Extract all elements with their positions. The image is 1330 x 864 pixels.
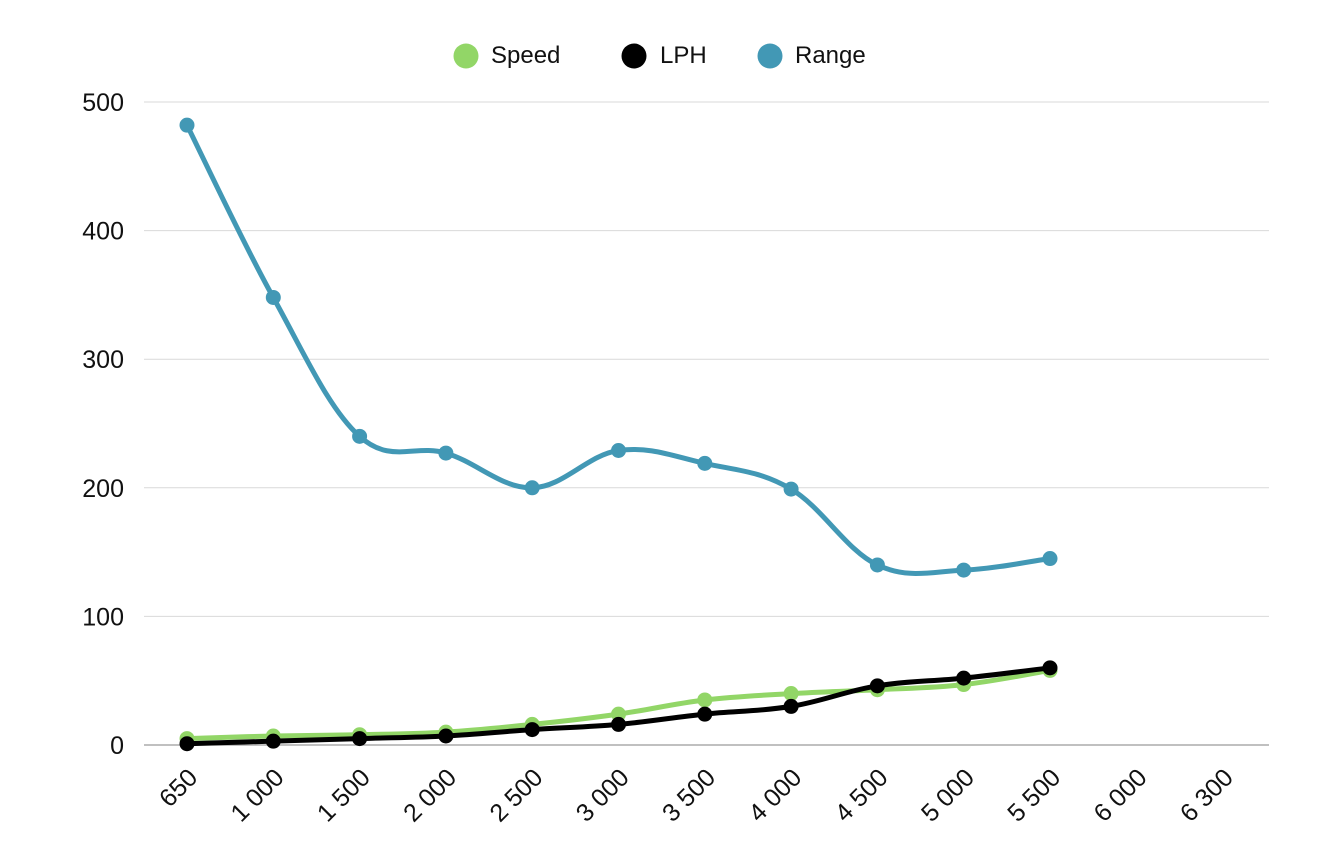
x-tick-label: 5 500	[1002, 763, 1066, 827]
x-tick-label: 650	[154, 763, 203, 812]
x-tick-label: 4 500	[830, 763, 894, 827]
x-tick-label: 2 500	[484, 763, 548, 827]
data-point-lph	[869, 678, 885, 694]
data-point-range	[265, 289, 281, 305]
data-point-lph	[524, 722, 540, 738]
x-tick-label: 3 500	[657, 763, 721, 827]
legend-marker	[453, 43, 479, 69]
x-tick-label: 2 000	[398, 763, 462, 827]
data-point-lph	[438, 728, 454, 744]
series-range	[179, 117, 1058, 578]
data-point-range	[869, 557, 885, 573]
x-tick-label: 4 000	[743, 763, 807, 827]
data-point-lph	[352, 731, 368, 747]
x-tick-label: 1 500	[312, 763, 376, 827]
data-point-speed	[697, 692, 713, 708]
y-tick-label: 100	[82, 603, 124, 631]
legend-item-speed: Speed	[453, 42, 560, 69]
data-point-range	[1042, 551, 1058, 567]
data-point-speed	[611, 706, 626, 722]
gridlines	[144, 101, 1269, 746]
data-point-range	[438, 445, 454, 461]
x-tick-label: 1 000	[226, 763, 290, 827]
legend-label: Range	[795, 42, 866, 69]
data-point-lph	[697, 706, 713, 722]
series-line-lph	[184, 665, 1053, 747]
y-tick-label: 400	[82, 218, 124, 246]
legend-item-lph: LPH	[621, 42, 707, 69]
x-tick-label: 5 000	[916, 763, 980, 827]
legend-marker	[621, 43, 647, 69]
y-tick-label: 0	[110, 732, 124, 760]
x-tick-label: 6 000	[1089, 763, 1153, 827]
data-point-lph	[179, 736, 195, 752]
data-point-lph	[956, 670, 972, 686]
series-lph	[179, 660, 1058, 752]
y-tick-label: 300	[82, 346, 124, 374]
series-group	[179, 117, 1058, 752]
series-speed	[179, 662, 1058, 747]
x-tick-label: 6 300	[1175, 763, 1239, 827]
data-point-range	[783, 481, 799, 497]
data-point-range	[611, 443, 626, 459]
y-tick-label: 200	[82, 475, 124, 503]
data-point-lph	[611, 716, 626, 732]
data-point-range	[524, 480, 540, 496]
legend-item-range: Range	[757, 42, 866, 69]
data-point-lph	[1042, 660, 1058, 676]
legend-marker	[757, 43, 783, 69]
x-tick-label: 3 000	[571, 763, 635, 827]
y-tick-label: 500	[82, 89, 124, 117]
x-axis-ticks: 650 1 000 1 500 2 000 2 500 3 000 3 500 4 000 4 …	[154, 763, 1239, 827]
legend-label: Speed	[491, 42, 560, 69]
data-point-range	[956, 562, 972, 578]
y-axis-ticks: 0 100 200 300 400 500	[82, 89, 124, 760]
legend-label: LPH	[660, 42, 707, 69]
data-point-range	[697, 455, 713, 471]
legend: Speed LPH Range	[453, 42, 866, 69]
data-point-lph	[265, 733, 281, 749]
series-line-range	[184, 122, 1053, 576]
data-point-lph	[783, 698, 799, 714]
data-point-speed	[783, 686, 799, 702]
data-point-range	[179, 117, 195, 133]
data-point-range	[352, 428, 368, 444]
